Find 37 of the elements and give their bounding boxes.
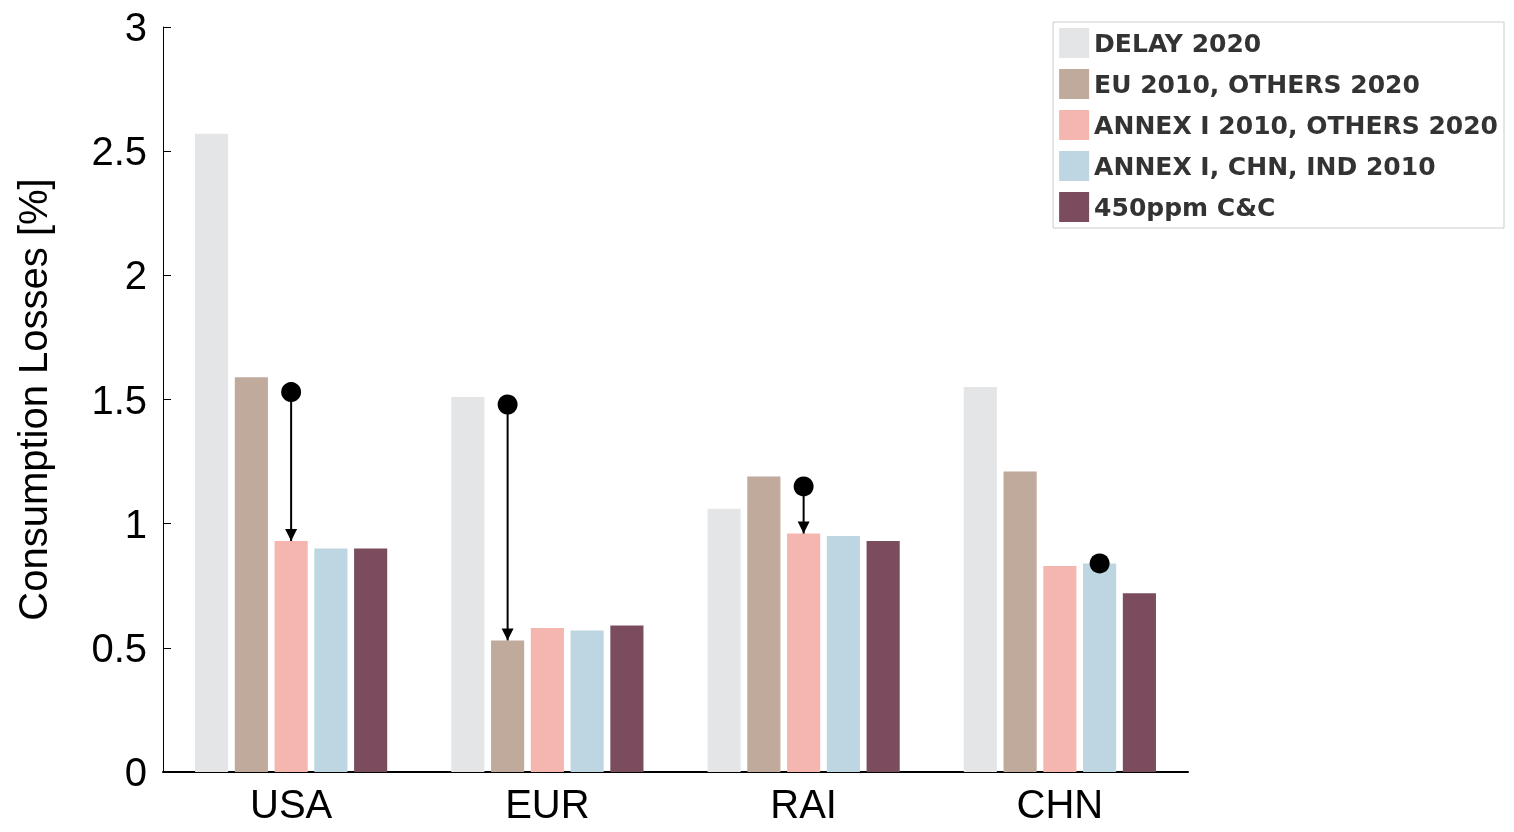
y-tick-label: 3	[124, 5, 147, 49]
y-tick-label: 0	[124, 750, 147, 794]
bar	[1043, 565, 1077, 772]
y-tick-label: 2	[124, 253, 147, 298]
x-tick-label: RAI	[770, 782, 837, 826]
legend-label: 450ppm C&C	[1094, 192, 1276, 222]
legend-label: ANNEX I 2010, OTHERS 2020	[1094, 110, 1499, 140]
legend-label: ANNEX I, CHN, IND 2010	[1094, 151, 1436, 181]
y-axis-title: Consumption Losses [%]	[11, 178, 55, 621]
bar	[747, 476, 781, 772]
bar	[787, 533, 821, 772]
bar	[234, 377, 268, 772]
x-tick-label: CHN	[1016, 782, 1104, 826]
bar	[274, 541, 308, 772]
bar	[826, 536, 860, 772]
bar	[1122, 593, 1156, 772]
x-tick-label: EUR	[505, 782, 590, 826]
bar	[707, 508, 741, 772]
bar	[314, 548, 348, 772]
bar	[866, 541, 900, 772]
bar	[963, 387, 997, 772]
bar	[354, 548, 388, 772]
bar	[195, 133, 229, 772]
y-tick-label: 2.5	[91, 129, 147, 174]
bar	[1083, 563, 1117, 772]
bar	[530, 627, 564, 772]
legend-label: DELAY 2020	[1094, 28, 1262, 58]
x-tick-label: USA	[250, 782, 333, 826]
y-tick-label: 1	[124, 501, 147, 546]
bar	[491, 640, 525, 772]
bar	[570, 630, 604, 772]
bar	[451, 397, 485, 772]
bar	[1003, 471, 1037, 772]
bar	[610, 625, 644, 772]
y-tick-label: 1.5	[91, 377, 147, 422]
legend-label: EU 2010, OTHERS 2020	[1094, 69, 1420, 99]
y-tick-label: 0.5	[91, 625, 147, 670]
